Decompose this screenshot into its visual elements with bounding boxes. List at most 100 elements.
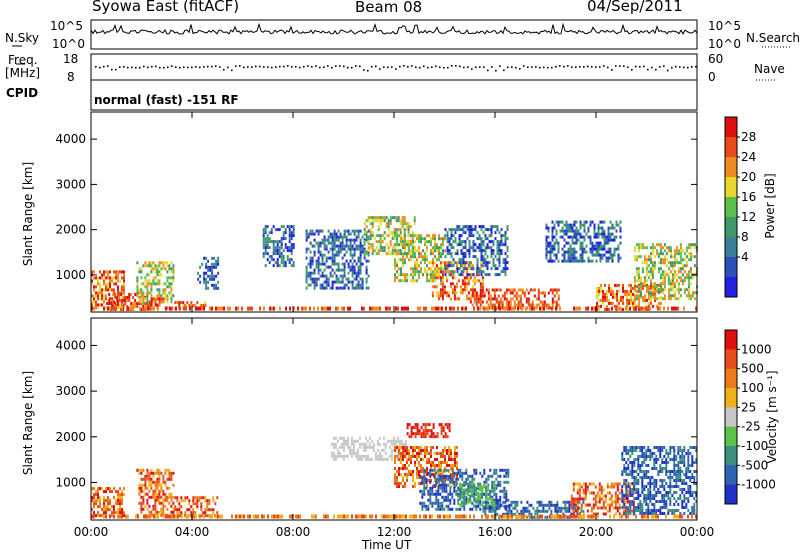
- power-cell: [325, 265, 328, 269]
- power-cell: [136, 288, 139, 292]
- power-cell: [130, 302, 133, 305]
- power-cell: [681, 282, 684, 286]
- velocity-cell: [212, 511, 215, 515]
- power-cell: [309, 265, 312, 269]
- power-cell: [616, 298, 618, 302]
- power-cell: [381, 216, 384, 220]
- power-cell: [691, 291, 694, 295]
- power-cell: [461, 282, 464, 286]
- power-cell: [121, 285, 123, 289]
- velocity-cell: [400, 482, 402, 485]
- freq-dot: [599, 66, 601, 68]
- velocity-cell: [449, 486, 452, 490]
- velocity-cell: [192, 499, 195, 503]
- power-cell: [473, 300, 476, 304]
- power-cell: [647, 258, 650, 262]
- power-cell: [162, 282, 165, 286]
- velocity-cell: [117, 508, 119, 512]
- freq-dot: [611, 69, 613, 71]
- power-cell: [410, 240, 412, 244]
- power-cell: [693, 243, 696, 247]
- velocity-cell: [446, 423, 449, 427]
- power-cell: [637, 279, 640, 283]
- velocity-cell: [404, 449, 406, 452]
- power-cell: [278, 252, 281, 256]
- velocity-cell: [406, 476, 408, 479]
- velocity-cell: [580, 506, 583, 510]
- power-cell: [438, 246, 440, 250]
- velocity-cell: [121, 493, 123, 497]
- power-colorbar-segment: [725, 197, 737, 218]
- power-cell: [679, 258, 682, 262]
- velocity-cell: [647, 449, 650, 452]
- velocity-cell: [350, 448, 353, 452]
- velocity-cell: [451, 495, 454, 499]
- power-cell: [205, 271, 208, 275]
- power-cell: [406, 252, 408, 256]
- power-cell: [442, 267, 444, 271]
- power-cell: [639, 291, 642, 295]
- power-cell: [91, 282, 93, 286]
- power-cell: [140, 300, 143, 304]
- velocity-cell: [568, 500, 571, 504]
- velocity-cell: [140, 510, 143, 514]
- power-cell: [109, 297, 111, 301]
- power-cell: [599, 226, 602, 230]
- power-cell: [266, 240, 269, 244]
- power-cell: [472, 267, 475, 271]
- velocity-cell: [366, 439, 369, 443]
- power-cell: [290, 249, 293, 253]
- velocity-cell: [485, 497, 488, 501]
- power-cell: [442, 270, 444, 274]
- power-cell: [184, 304, 187, 308]
- power-cell: [438, 252, 440, 256]
- power-cell: [645, 267, 648, 271]
- power-cell: [438, 234, 440, 238]
- velocity-cell: [115, 490, 117, 494]
- power-cell: [480, 258, 483, 262]
- velocity-cell: [443, 474, 446, 478]
- power-colorbar-tick-label: 12: [741, 210, 756, 224]
- power-cell: [477, 306, 479, 311]
- power-cell: [504, 267, 507, 271]
- velocity-cell: [600, 485, 603, 489]
- velocity-cell: [499, 480, 502, 484]
- velocity-cell: [477, 501, 480, 505]
- power-cell: [639, 285, 642, 289]
- power-cell: [599, 259, 602, 263]
- power-cell: [482, 249, 485, 253]
- power-cell: [134, 293, 137, 296]
- velocity-cell: [154, 510, 157, 514]
- power-cell: [649, 246, 652, 250]
- velocity-cell: [471, 482, 474, 486]
- velocity-cell: [338, 445, 341, 449]
- power-cell: [170, 261, 173, 265]
- power-cell: [301, 306, 303, 311]
- power-cell: [567, 247, 570, 251]
- power-cell: [203, 256, 206, 260]
- power-cell: [217, 256, 220, 260]
- velocity-cell: [396, 479, 398, 482]
- velocity-cell: [461, 500, 464, 504]
- power-cell: [645, 306, 647, 311]
- velocity-cell: [160, 510, 163, 514]
- power-cell: [573, 235, 576, 239]
- velocity-cell: [160, 495, 163, 499]
- power-cell: [321, 274, 324, 278]
- velocity-cell: [438, 452, 440, 455]
- power-cell: [653, 261, 656, 265]
- power-cell: [124, 302, 127, 305]
- power-cell: [341, 277, 344, 281]
- velocity-cell: [142, 477, 145, 481]
- power-cell: [665, 258, 668, 262]
- power-cell: [679, 249, 682, 253]
- velocity-cell: [641, 512, 644, 515]
- velocity-cell: [342, 436, 345, 440]
- velocity-cell: [489, 468, 492, 472]
- power-cell: [337, 250, 340, 254]
- velocity-cell: [479, 494, 482, 498]
- velocity-cell: [645, 503, 648, 506]
- velocity-cell: [348, 448, 351, 452]
- velocity-cell: [606, 482, 609, 486]
- velocity-cell: [95, 502, 97, 506]
